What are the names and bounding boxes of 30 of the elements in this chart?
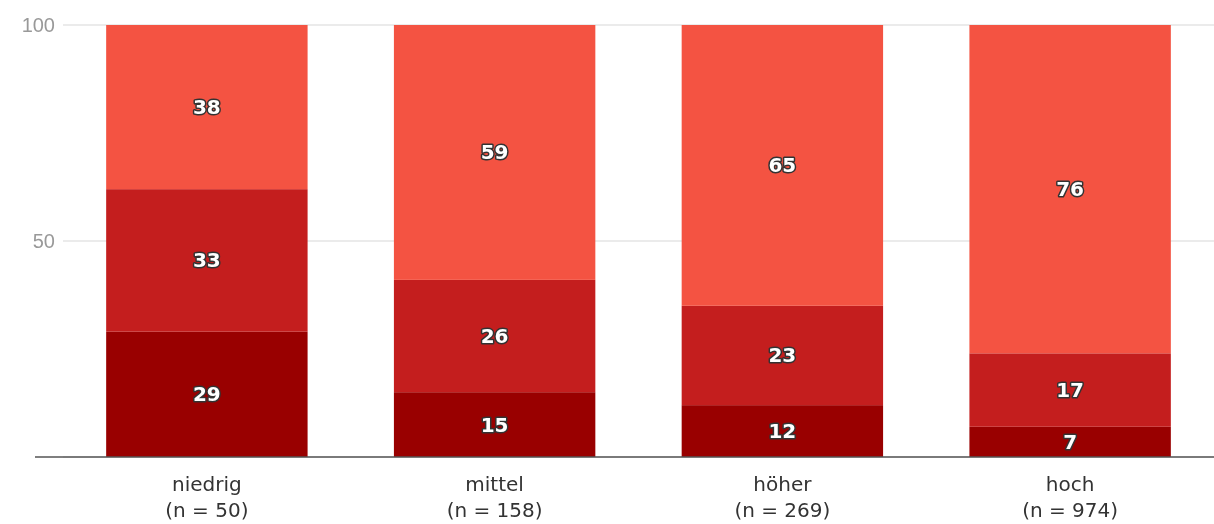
data-label: 76 [1056,177,1085,202]
bar [106,25,308,190]
x-tick-label: niedrig (n = 50) [165,472,249,522]
bar [106,189,308,332]
data-label: 12 [768,419,797,444]
bar [106,331,308,457]
bar [681,305,884,406]
bar [969,353,1171,427]
bar [681,25,884,306]
y-tick-label: 100 [21,14,55,36]
y-tick-label: 50 [32,230,55,252]
data-label: 29 [192,382,221,407]
data-label: 7 [1063,429,1078,454]
data-label: 15 [480,412,509,437]
x-tick-label: höher (n = 269) [734,472,831,522]
bar [393,279,596,393]
data-label: 65 [768,153,797,178]
data-label: 23 [768,343,797,368]
data-label: 59 [480,140,509,165]
data-label: 17 [1056,378,1085,403]
bar [681,405,884,457]
bar [969,426,1171,457]
data-label: 26 [480,324,509,349]
bar [393,25,596,280]
bar [393,392,596,457]
bar [969,25,1171,354]
data-label: 38 [192,95,221,120]
x-tick-label: hoch (n = 974) [1022,472,1119,522]
data-label: 33 [192,248,221,273]
x-tick-label: mittel (n = 158) [446,472,543,522]
